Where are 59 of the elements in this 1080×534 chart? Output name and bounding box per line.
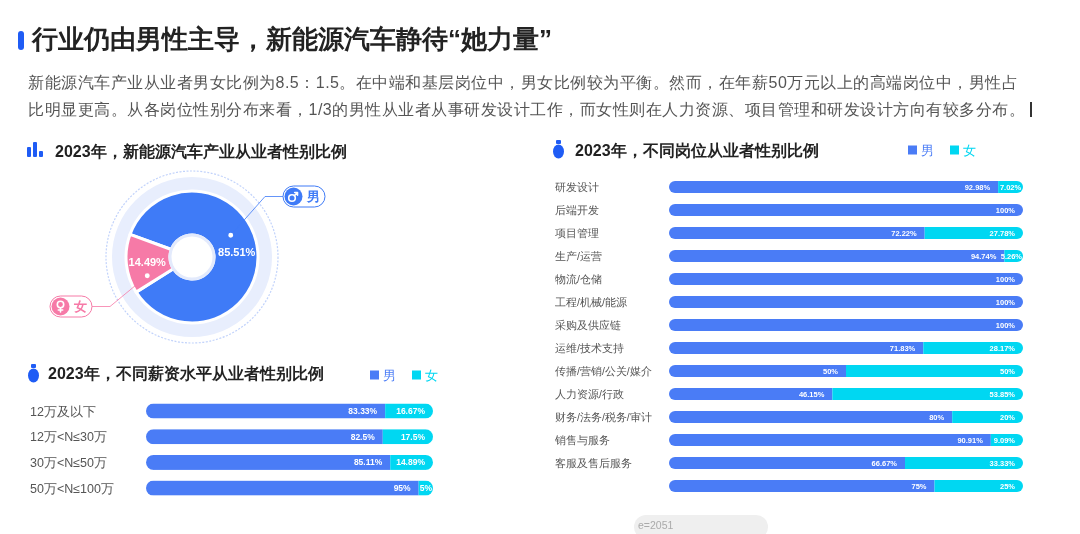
y-tick-label: 客服及售后服务	[555, 456, 632, 469]
bar	[669, 388, 833, 400]
y-tick-label: 物流/仓储	[555, 272, 602, 285]
data-label: 95%	[393, 483, 412, 494]
data-label: 85.11%	[353, 457, 383, 468]
bar	[669, 411, 953, 423]
text: e=2051	[638, 519, 674, 531]
y-tick-label: 运维/技术支持	[555, 341, 624, 354]
y-tick-label: 后端开发	[555, 203, 599, 216]
bar	[905, 457, 1023, 469]
bar	[669, 181, 999, 193]
legend-label: 男	[306, 189, 320, 204]
chart-title: 2023年，不同岗位从业者性别比例	[575, 142, 819, 159]
data-label: 16.67%	[396, 406, 426, 417]
data-label: 14.89%	[396, 457, 426, 468]
y-tick-label: 采购及供应链	[555, 318, 621, 331]
legend-label: 女	[425, 368, 438, 383]
y-tick-label: 人力资源/行政	[555, 387, 624, 400]
data-label: 5%	[419, 483, 433, 494]
y-tick-label: 传播/营销/公关/媒介	[555, 364, 652, 377]
bar	[669, 480, 935, 492]
bar	[669, 227, 925, 239]
legend-label: 男	[383, 368, 396, 383]
y-tick-label: 12万<N≤30万	[30, 430, 107, 445]
bar	[669, 319, 1023, 331]
data-label: 82.5%	[350, 431, 376, 442]
bar	[669, 342, 924, 354]
data-label: 85.51%	[218, 246, 256, 259]
bar	[846, 365, 1023, 377]
y-tick-label: 研发设计	[555, 180, 599, 193]
chart-title: 2023年，新能源汽车产业从业者性别比例	[55, 143, 347, 160]
legend-label: 男	[921, 143, 934, 158]
bar	[832, 388, 1023, 400]
bar	[669, 273, 1023, 285]
y-tick-label: 销售与服务	[554, 433, 610, 446]
y-tick-label: 30万<N≤50万	[30, 455, 107, 470]
y-tick-label: 50万<N≤100万	[30, 481, 114, 496]
bar	[146, 454, 391, 470]
bar	[146, 480, 419, 496]
y-tick-label: 12万及以下	[30, 404, 96, 419]
data-label: 14.49%	[128, 255, 167, 268]
bar	[669, 434, 991, 446]
y-tick-label: 生产/运营	[555, 249, 602, 262]
bar	[669, 365, 846, 377]
y-tick-label: 项目管理	[555, 226, 599, 239]
y-tick-label: 财务/法务/税务/审计	[555, 410, 652, 423]
data-label: 83.33%	[348, 406, 378, 417]
legend-label: 女	[73, 299, 87, 314]
bar	[923, 342, 1023, 354]
bar	[669, 204, 1023, 216]
bar	[934, 480, 1023, 492]
text: 新能源汽车产业从业者男女比例为8.5：1.5。在中端和基层岗位中，男女比例较为平衡。然而，在年薪50万元以上的高端岗位中，男性占比明显更高。从各岗位性别分布来看，1/3的男性从业者从事研发设计工作，而女性则在人力资源、项目管理和研发设计方向有较多分布。	[28, 74, 1026, 118]
chart-title: 2023年，不同薪资水平从业者性别比例	[48, 365, 324, 382]
data-label: 17.5%	[400, 431, 426, 442]
text: 行业仍由男性主导，新能源汽车静待“她力量”	[32, 24, 552, 54]
legend-label: 女	[963, 143, 976, 158]
bar	[669, 296, 1023, 308]
y-tick-label: 工程/机械/能源	[555, 295, 627, 308]
bar	[669, 457, 906, 469]
